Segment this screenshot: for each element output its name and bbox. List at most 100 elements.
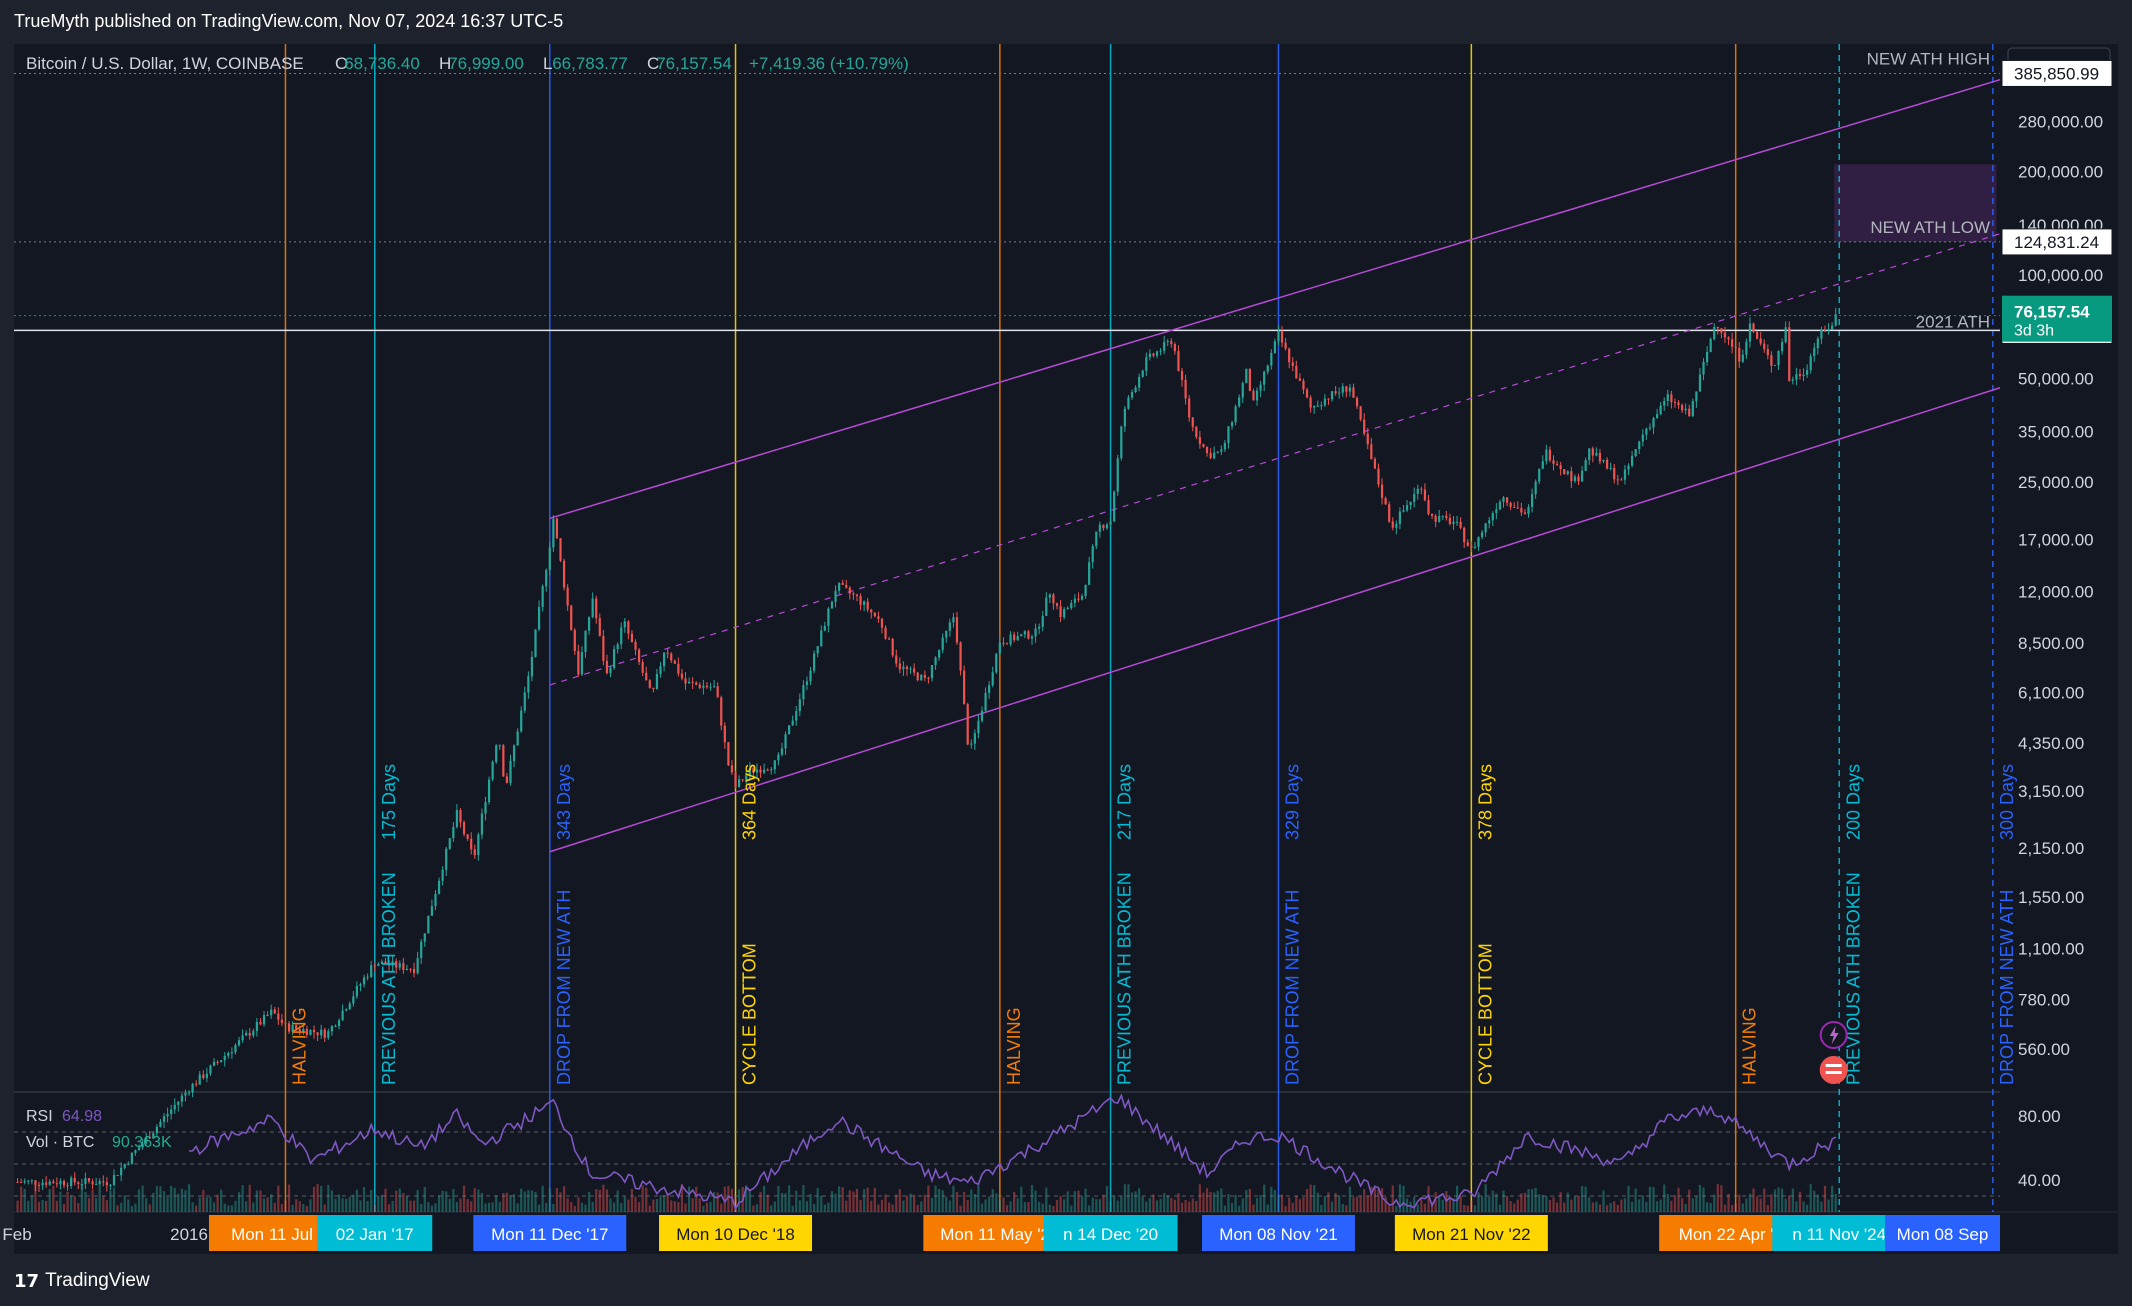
volume-bar bbox=[877, 1204, 880, 1212]
volume-bar bbox=[352, 1194, 355, 1212]
volume-bar bbox=[1655, 1201, 1659, 1212]
volume-bar bbox=[655, 1199, 659, 1212]
candle-body bbox=[913, 668, 916, 673]
date-tag-label: Mon 21 Nov '22 bbox=[1412, 1225, 1531, 1244]
candle-body bbox=[1070, 602, 1073, 609]
volume-bar bbox=[1645, 1201, 1648, 1212]
candle-body bbox=[1448, 518, 1452, 524]
volume-bar bbox=[1523, 1192, 1527, 1212]
candle-body bbox=[909, 668, 912, 670]
date-tag-label: Mon 10 Dec '18 bbox=[676, 1225, 795, 1244]
volume-bar bbox=[459, 1198, 462, 1212]
candle-body bbox=[930, 665, 934, 679]
date-tag-label: Mon 08 Sep bbox=[1897, 1225, 1989, 1244]
price-axis[interactable]: 280,000.00200,000.00140,000.00100,000.00… bbox=[2001, 47, 2113, 1190]
volume-bar bbox=[1623, 1198, 1627, 1212]
candle-body bbox=[1588, 448, 1591, 461]
candle-body bbox=[409, 968, 412, 970]
volume-bar bbox=[1763, 1188, 1766, 1212]
volume-bar bbox=[1066, 1191, 1069, 1212]
volume-bar bbox=[1559, 1192, 1562, 1212]
candle-body bbox=[1234, 406, 1237, 423]
event-label-halving: HALVING bbox=[289, 1007, 309, 1085]
volume-bar bbox=[820, 1195, 823, 1212]
candle-body bbox=[1745, 341, 1748, 355]
price-tick: 6,100.00 bbox=[2018, 684, 2084, 703]
volume-bar bbox=[1520, 1193, 1523, 1212]
candle-body bbox=[1756, 331, 1759, 339]
volume-bar bbox=[1202, 1192, 1205, 1212]
tradingview-brand[interactable]: 17 TradingView bbox=[14, 1270, 150, 1292]
candle-body bbox=[1380, 484, 1384, 499]
candle-body bbox=[398, 963, 401, 968]
candle-body bbox=[1709, 339, 1712, 352]
candle-body bbox=[809, 670, 812, 682]
date-tag-label: Mon 11 Jul '16 bbox=[231, 1225, 340, 1244]
volume-bar bbox=[412, 1200, 416, 1212]
candle-body bbox=[1591, 448, 1594, 456]
volume-bar bbox=[780, 1192, 784, 1212]
candle-body bbox=[123, 1163, 126, 1168]
candle-body bbox=[1659, 405, 1662, 415]
candle-body bbox=[87, 1178, 91, 1182]
candle-body bbox=[287, 1023, 291, 1032]
channel-upper bbox=[549, 78, 2001, 520]
candle-body bbox=[916, 672, 919, 681]
volume-bar bbox=[398, 1188, 401, 1212]
volume-bar bbox=[427, 1201, 430, 1212]
volume-bar bbox=[616, 1190, 619, 1212]
candle-body bbox=[1084, 584, 1087, 597]
volume-bar bbox=[341, 1198, 344, 1212]
candle-body bbox=[1688, 408, 1691, 417]
volume-bar bbox=[666, 1194, 669, 1212]
candle-body bbox=[973, 733, 976, 744]
candle-body bbox=[566, 587, 569, 606]
volume-bar bbox=[1334, 1192, 1337, 1212]
volume-bar bbox=[1027, 1202, 1030, 1212]
volume-bar bbox=[1123, 1184, 1126, 1212]
volume-bar bbox=[591, 1201, 594, 1212]
candle-body bbox=[234, 1045, 237, 1053]
price-tick: 50,000.00 bbox=[2018, 369, 2094, 388]
volume-bar bbox=[1555, 1202, 1559, 1212]
candle-body bbox=[605, 660, 609, 674]
candle-body bbox=[1420, 488, 1423, 490]
volume-bar bbox=[941, 1190, 944, 1212]
volume-bar bbox=[1413, 1196, 1416, 1212]
candle-body bbox=[816, 646, 819, 654]
candle-body bbox=[763, 769, 766, 773]
volume-bar bbox=[1316, 1192, 1319, 1212]
candle-body bbox=[1305, 389, 1309, 398]
volume-bar bbox=[848, 1190, 851, 1212]
price-tick: 780.00 bbox=[2018, 991, 2070, 1010]
candle-body bbox=[198, 1074, 201, 1085]
date-tag bbox=[473, 1215, 627, 1251]
volume-bar bbox=[27, 1200, 30, 1212]
volume-bar bbox=[259, 1190, 262, 1212]
candle-body bbox=[1230, 422, 1234, 427]
volume-bar bbox=[370, 1189, 373, 1212]
volume-bar bbox=[1591, 1202, 1594, 1212]
candle-body bbox=[587, 617, 591, 631]
candle-body bbox=[1184, 379, 1187, 399]
price-tick: 35,000.00 bbox=[2018, 423, 2094, 442]
candle-body bbox=[427, 915, 430, 934]
candle-body bbox=[1245, 368, 1248, 384]
volume-bar bbox=[605, 1189, 609, 1212]
volume-bar bbox=[1173, 1199, 1176, 1212]
volume-bar bbox=[963, 1191, 966, 1212]
volume-bar bbox=[930, 1197, 934, 1212]
candle-body bbox=[830, 601, 834, 609]
candle-body bbox=[1273, 341, 1277, 353]
volume-bar bbox=[1498, 1204, 1502, 1212]
candle-body bbox=[1073, 598, 1076, 603]
candle-body bbox=[1663, 400, 1666, 406]
candle-body bbox=[1548, 449, 1552, 461]
candle-body bbox=[905, 666, 909, 670]
volume-bar bbox=[1548, 1200, 1552, 1212]
candle-body bbox=[480, 813, 484, 835]
candle-body bbox=[784, 734, 787, 749]
candle-body bbox=[1434, 515, 1437, 522]
